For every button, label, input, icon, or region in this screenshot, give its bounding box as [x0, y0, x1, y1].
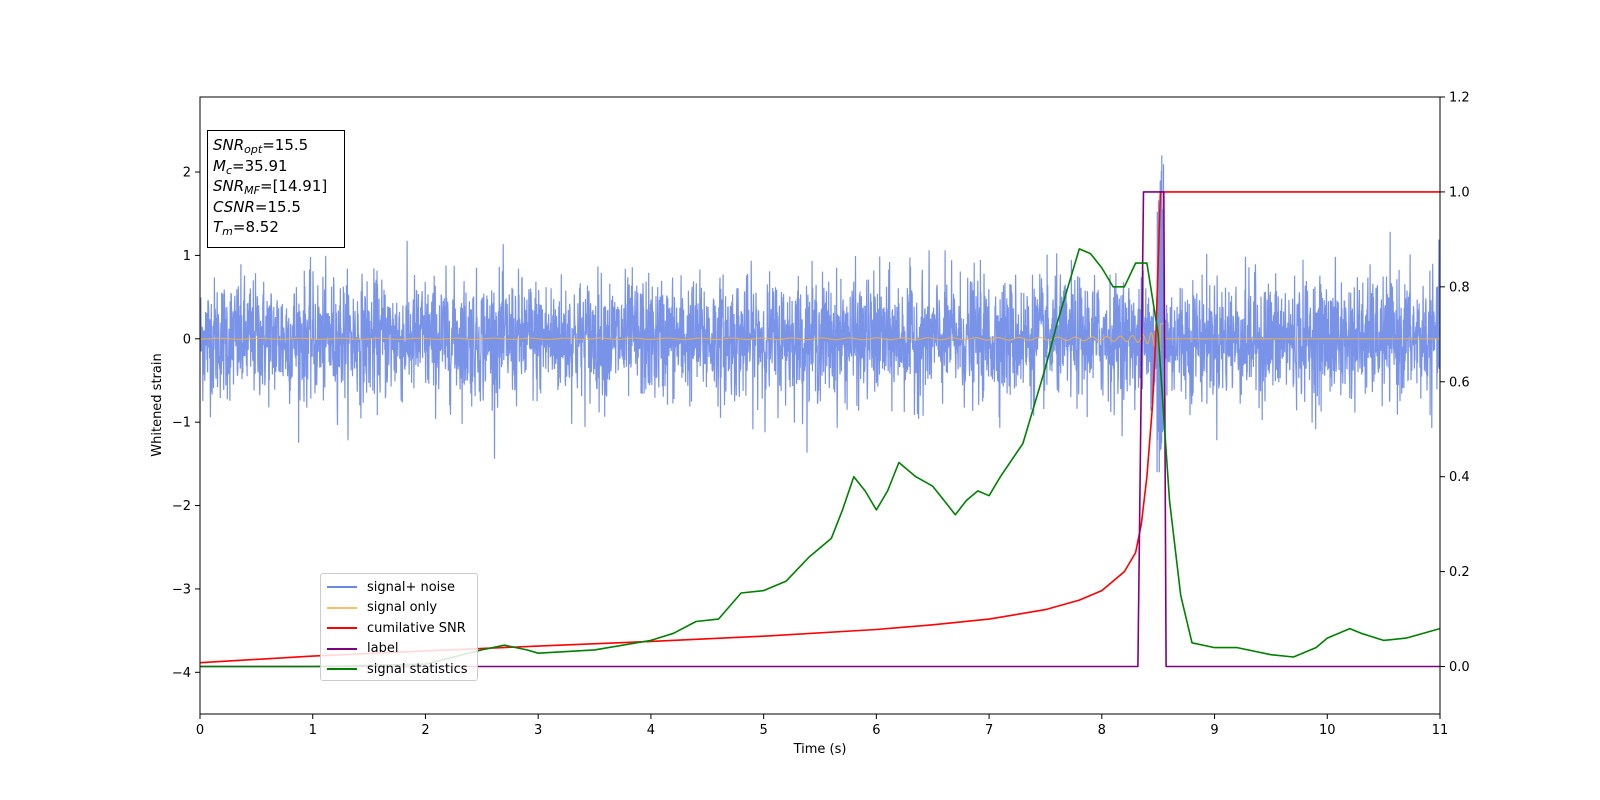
legend-label: signal+ noise [367, 579, 456, 595]
x-tick-label: 7 [985, 723, 993, 738]
y-right-tick-label: 0.6 [1449, 375, 1470, 390]
x-tick-label: 8 [1098, 723, 1106, 738]
series-line-signal-noise [200, 155, 1440, 473]
legend-item-cumulative-snr: cumilative SNR [327, 618, 471, 639]
legend-item-signal-only: signal only [327, 598, 471, 619]
legend-swatch [327, 668, 357, 671]
legend-swatch [327, 627, 357, 630]
y-right-tick-label: 1.0 [1449, 185, 1470, 200]
plot-frame [199, 96, 1441, 715]
y-axis-title: Whitened strain [150, 353, 165, 456]
y-left-tick-label: 2 [183, 166, 191, 181]
series-line-signal-statistics [200, 248, 1440, 668]
parameter-annotation-box: SNRopt=15.5 Mc=35.91 SNRMF=[14.91] CSNR=… [207, 130, 345, 248]
series-line-cumulative-snr [200, 191, 1440, 664]
x-tick-label: 9 [1210, 723, 1218, 738]
legend-item-signal-noise: signal+ noise [327, 577, 471, 598]
legend-label: label [367, 641, 399, 657]
y-left-tick-label: −4 [172, 666, 191, 681]
x-tick-label: 5 [759, 723, 767, 738]
legend-swatch [327, 606, 357, 609]
series-line-label [200, 191, 1440, 668]
y-right-tick-label: 1.2 [1449, 91, 1470, 106]
x-tick-label: 1 [309, 723, 317, 738]
snr-opt-row: SNRopt=15.5 [213, 136, 309, 156]
tm-row: Tm=8.52 [213, 218, 279, 238]
y-left-tick-label: 1 [183, 249, 191, 264]
legend-swatch [327, 586, 357, 589]
legend-item-label: label [327, 639, 471, 660]
x-axis-title: Time (s) [793, 742, 847, 757]
legend-swatch [327, 647, 357, 650]
x-tick-label: 3 [534, 723, 542, 738]
y-axis-right: 1.2 1.0 0.8 0.6 0.4 0.2 0.0 [1440, 91, 1470, 675]
series-layer [200, 155, 1440, 668]
csnr-row: CSNR=15.5 [213, 197, 301, 216]
y-right-tick-label: 0.0 [1449, 660, 1470, 675]
y-right-tick-label: 0.8 [1449, 280, 1470, 295]
legend-label: cumilative SNR [367, 620, 466, 636]
legend-item-signal-statistics: signal statistics [327, 659, 471, 680]
y-left-tick-label: 0 [183, 332, 191, 347]
x-axis: 0 1 2 3 4 5 6 7 8 9 10 11 [196, 714, 1448, 738]
x-tick-label: 4 [647, 723, 655, 738]
y-axis-left: 2 1 0 −1 −2 −3 −4 [172, 166, 200, 681]
legend-label: signal only [367, 600, 438, 616]
y-left-tick-label: −2 [172, 499, 191, 514]
series-line-signal-only [200, 323, 1440, 360]
x-tick-label: 0 [196, 723, 204, 738]
y-left-tick-label: −3 [172, 582, 191, 597]
snr-mf-row: SNRMF=[14.91] [213, 177, 328, 197]
x-tick-label: 11 [1432, 723, 1449, 738]
mc-row: Mc=35.91 [213, 156, 288, 177]
y-left-tick-label: −1 [172, 416, 191, 431]
x-tick-label: 6 [872, 723, 880, 738]
y-right-tick-label: 0.2 [1449, 565, 1470, 580]
y-right-tick-label: 0.4 [1449, 470, 1470, 485]
x-tick-label: 2 [421, 723, 429, 738]
legend: signal+ noise signal only cumilative SNR… [320, 573, 478, 681]
legend-label: signal statistics [367, 661, 468, 677]
x-tick-label: 10 [1319, 723, 1336, 738]
